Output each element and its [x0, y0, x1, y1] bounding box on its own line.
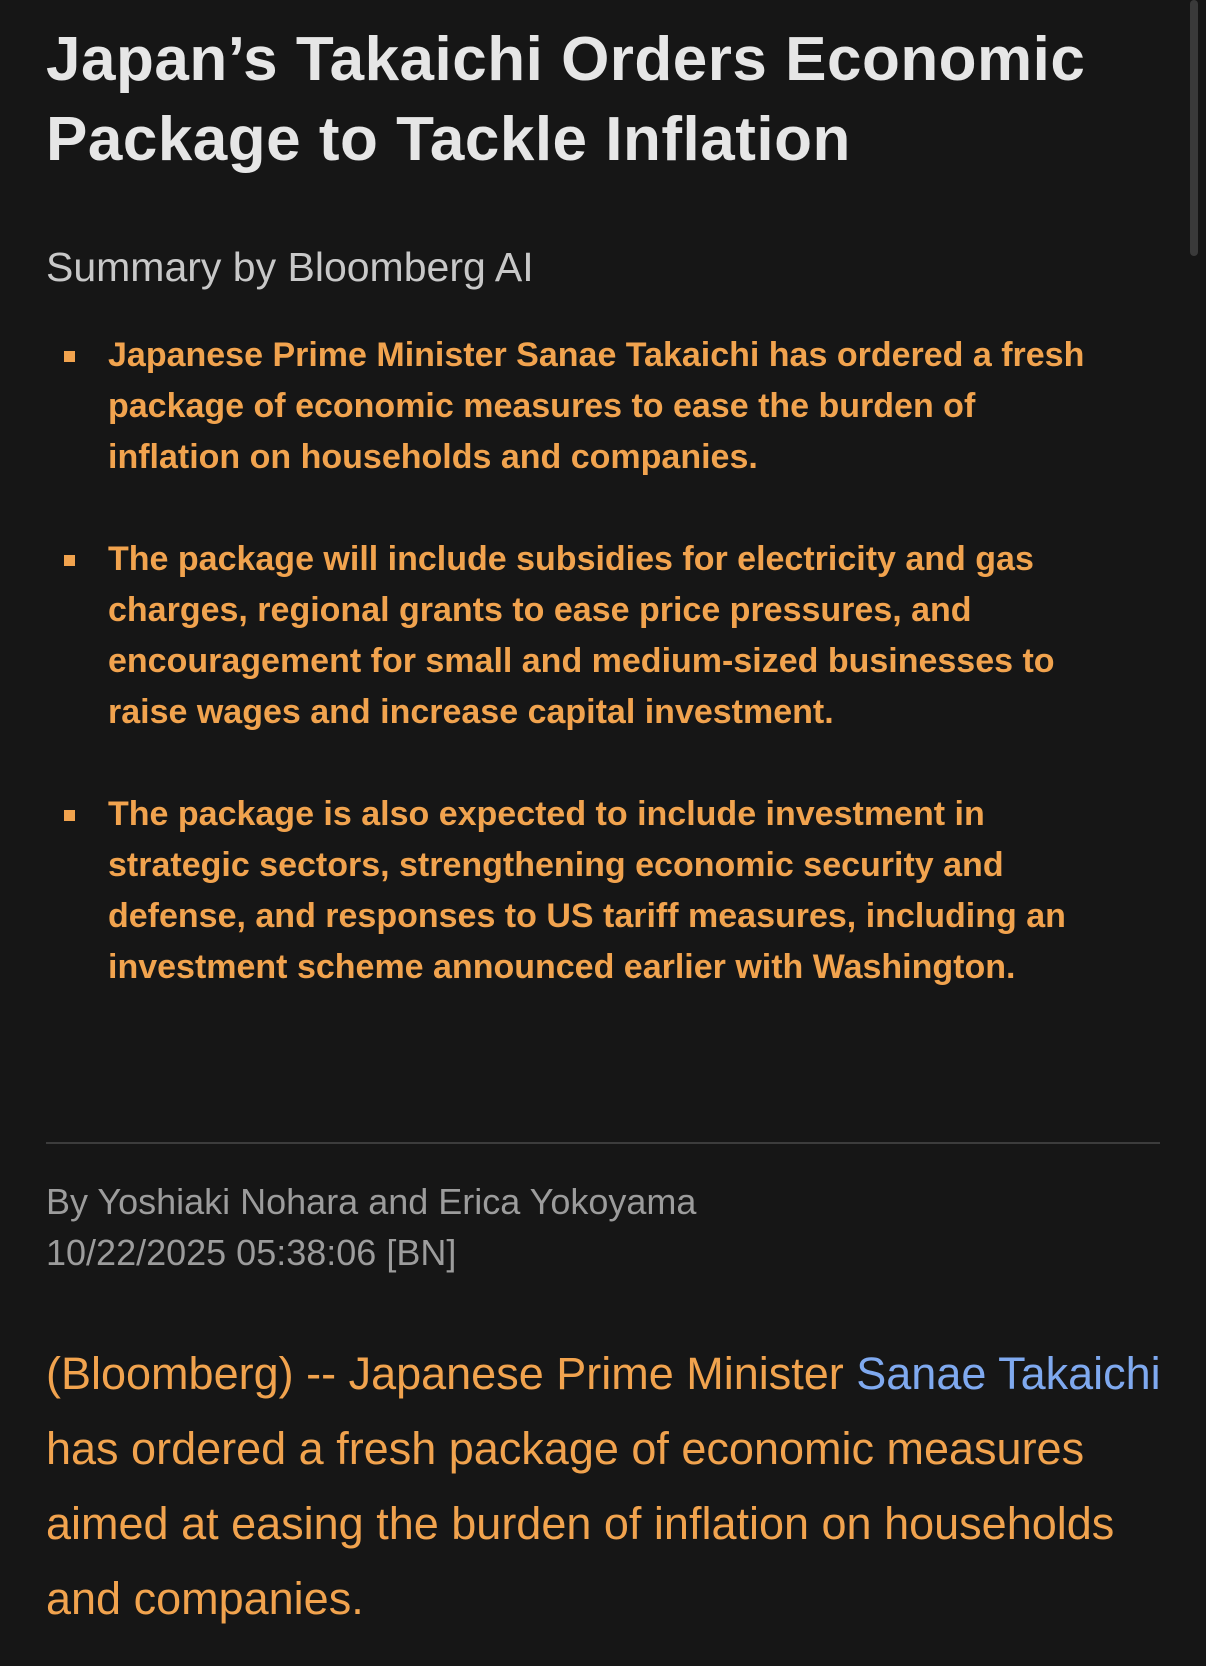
summary-item: Japanese Prime Minister Sanae Takaichi h… — [46, 330, 1116, 483]
person-link[interactable]: Sanae Takaichi — [856, 1348, 1161, 1399]
bullet-marker — [64, 351, 75, 362]
divider — [46, 1142, 1160, 1144]
body-paragraph: (Bloomberg) -- Japanese Prime Minister S… — [46, 1336, 1166, 1636]
bullet-marker — [64, 555, 75, 566]
summary-heading: Summary by Bloomberg AI — [46, 244, 534, 290]
summary-item: The package will include subsidies for e… — [46, 534, 1116, 738]
bullet-text: Japanese Prime Minister Sanae Takaichi h… — [108, 336, 1085, 476]
body-text: (Bloomberg) -- Japanese Prime Minister — [46, 1348, 857, 1399]
scrollbar[interactable] — [1190, 0, 1198, 256]
body-text: has ordered a fresh package of economic … — [46, 1423, 1115, 1624]
authors: By Yoshiaki Nohara and Erica Yokoyama — [46, 1181, 697, 1222]
timestamp: 10/22/2025 05:38:06 [BN] — [46, 1232, 457, 1273]
article-title: Japan’s Takaichi Orders Economic Package… — [46, 25, 1086, 174]
byline: By Yoshiaki Nohara and Erica Yokoyama 10… — [46, 1176, 696, 1278]
summary-item: The package is also expected to include … — [46, 789, 1116, 993]
bullet-text: The package will include subsidies for e… — [108, 540, 1055, 731]
bullet-marker — [64, 810, 75, 821]
bullet-text: The package is also expected to include … — [108, 795, 1066, 986]
summary-list: Japanese Prime Minister Sanae Takaichi h… — [46, 330, 1116, 1044]
